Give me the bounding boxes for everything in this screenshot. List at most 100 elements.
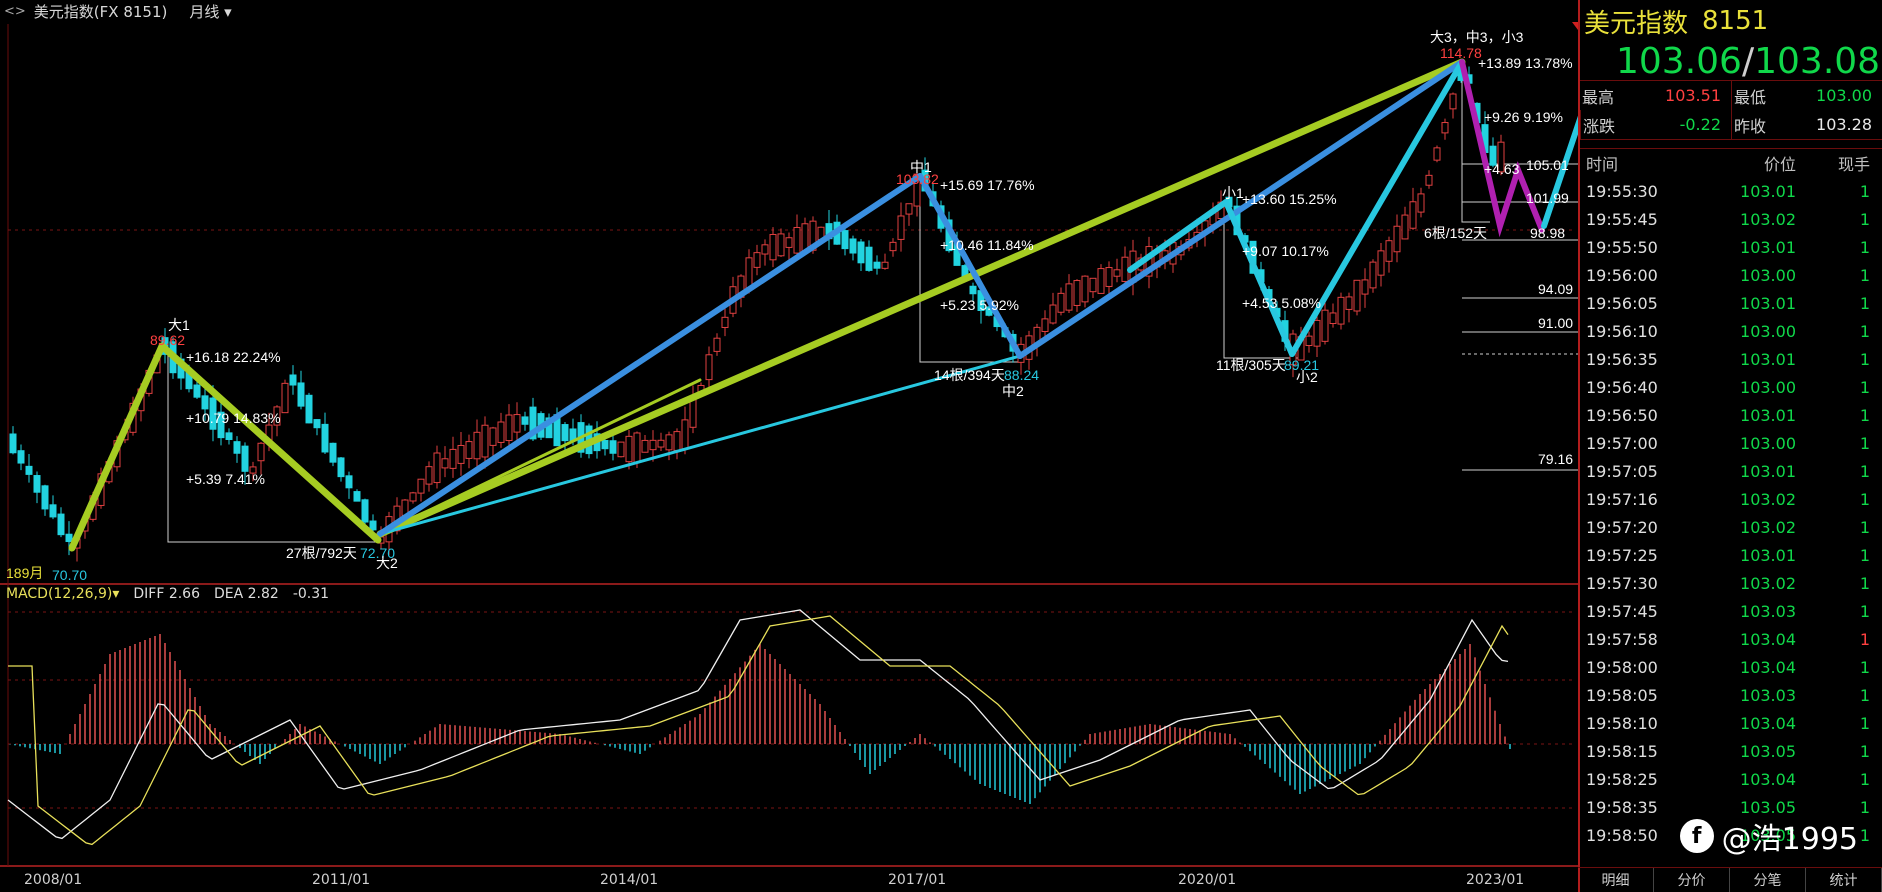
low-label: 最低 (1734, 87, 1767, 107)
candle-body (233, 441, 241, 454)
tick-price: 103.03 (1740, 601, 1796, 621)
label-a3: +5.39 7.41% (186, 471, 265, 487)
tick-time: 19:57:16 (1586, 489, 1658, 509)
level-94: 94.09 (1538, 281, 1573, 297)
label-big2-price: 72.70 (360, 545, 395, 561)
tab-price-volume[interactable]: 分价 (1654, 868, 1730, 892)
candle-body (481, 424, 489, 458)
candle-body (1361, 279, 1369, 295)
label-bars-189: 189月 (6, 565, 43, 581)
tick-price: 103.02 (1740, 209, 1796, 229)
candle-body (1337, 296, 1345, 325)
tick-time: 19:58:15 (1586, 741, 1658, 761)
tick-price: 103.01 (1740, 293, 1796, 313)
macd-indicator-selector[interactable]: MACD(12,26,9)▾ (6, 586, 119, 602)
tick-time: 19:57:25 (1586, 545, 1658, 565)
tick-volume: 1 (1859, 377, 1870, 397)
candle-body (281, 382, 289, 414)
candle-body (449, 448, 457, 469)
candle-body (665, 434, 673, 451)
tick-time: 19:55:50 (1586, 237, 1658, 257)
candle-body (1433, 147, 1441, 161)
tick-time: 19:58:50 (1586, 825, 1658, 845)
candle-body (777, 233, 785, 257)
candle-body (41, 485, 49, 510)
collapse-icon[interactable]: <> (4, 3, 26, 19)
candle-body (209, 397, 217, 430)
tick-volume: 1 (1859, 685, 1870, 705)
candle-body (881, 261, 889, 269)
candle-body (441, 458, 449, 469)
macd-header: MACD(12,26,9)▾ DIFF 2.66 DEA 2.82 -0.31 (6, 586, 329, 602)
tick-row: 19:58:50 103.05 1 (1580, 821, 1882, 849)
candle-body (769, 233, 777, 261)
tick-volume: 1 (1859, 489, 1870, 509)
macd-indicator-label: MACD(12,26,9) (6, 586, 113, 602)
tick-time: 19:57:05 (1586, 461, 1658, 481)
macd-diff-line (7, 609, 1509, 840)
candle-body (417, 478, 425, 494)
tab-detail[interactable]: 明细 (1578, 868, 1654, 892)
tick-list[interactable]: 19:55:30 103.01 1 19:55:45 103.02 1 19:55:50 10… (1580, 177, 1882, 849)
candle-body (329, 442, 337, 463)
tick-row: 19:58:10 103.04 1 (1580, 709, 1882, 737)
candle-body (241, 445, 249, 472)
quote-stats: 最高 103.51 最低 103.00 涨跌 -0.22 昨收 103.28 (1580, 81, 1882, 140)
candle-body (641, 439, 649, 453)
tick-volume: 1 (1859, 405, 1870, 425)
candle-body (1313, 319, 1321, 347)
label-m3: +5.23 5.92% (940, 297, 1019, 313)
candle-body (793, 226, 801, 254)
chevron-down-icon: ▾ (224, 2, 232, 21)
tick-time: 19:57:20 (1586, 517, 1658, 537)
tick-volume: 1 (1859, 293, 1870, 313)
quote-panel: 美元指数 8151 103.06/103.08 最高 103.51 最低 103.0… (1578, 0, 1882, 892)
tick-time: 19:56:00 (1586, 265, 1658, 285)
tick-time: 19:58:00 (1586, 657, 1658, 677)
period-selector[interactable]: 月线 ▾ (189, 1, 231, 22)
chart-title: 美元指数(FX 8151) (33, 2, 168, 21)
label-count-last: 6根/152天 (1424, 225, 1487, 241)
candle-body (1369, 261, 1377, 289)
tick-price: 103.05 (1740, 741, 1796, 761)
tick-price: 103.01 (1740, 461, 1796, 481)
tick-row: 19:57:30 103.02 1 (1580, 569, 1882, 597)
label-mid2: 中2 (1002, 383, 1024, 399)
chart-area[interactable]: 大1 89.62 +16.18 22.24% +10.79 14.83% +5.… (0, 0, 1578, 892)
tick-row: 19:56:10 103.00 1 (1580, 317, 1882, 345)
candle-body (905, 203, 913, 215)
tick-price: 103.00 (1740, 321, 1796, 341)
tick-row: 19:56:05 103.01 1 (1580, 289, 1882, 317)
label-small1: 小1 (1222, 185, 1244, 201)
candle-body (1113, 269, 1121, 277)
tick-time: 19:58:25 (1586, 769, 1658, 789)
tick-price: 103.01 (1740, 237, 1796, 257)
tab-tick-by-tick[interactable]: 分笔 (1730, 868, 1806, 892)
x-tick: 2023/01 (1466, 872, 1525, 888)
candle-body (465, 441, 473, 459)
label-b1: +13.89 13.78% (1478, 55, 1573, 71)
label-count-small: 11根/305天 (1216, 357, 1286, 373)
candlestick-chart[interactable]: 大1 89.62 +16.18 22.24% +10.79 14.83% +5.… (0, 0, 1578, 892)
candle-body (305, 394, 313, 424)
macd-histogram (9, 634, 1511, 804)
bid-price: 103.06 (1616, 40, 1742, 82)
candle-body (57, 513, 65, 536)
tick-row: 19:57:58 103.04 1 (1580, 625, 1882, 653)
label-b2: +9.26 9.19% (1484, 109, 1563, 125)
ticks-header-volume: 现手 (1837, 155, 1870, 174)
tick-time: 19:58:05 (1586, 685, 1658, 705)
candle-body (457, 444, 465, 464)
tick-price: 103.02 (1740, 517, 1796, 537)
tick-volume: 1 (1859, 713, 1870, 733)
candle-body (1057, 292, 1065, 313)
candle-body (713, 337, 721, 352)
tab-statistics[interactable]: 统计 (1806, 868, 1882, 892)
candle-body (561, 424, 569, 442)
label-count-mid: 14根/394天 (934, 367, 1005, 383)
candle-body (273, 406, 281, 426)
candle-body (545, 417, 553, 439)
candle-body (1081, 275, 1089, 303)
tick-row: 19:55:30 103.01 1 (1580, 177, 1882, 205)
candle-body (489, 427, 497, 446)
